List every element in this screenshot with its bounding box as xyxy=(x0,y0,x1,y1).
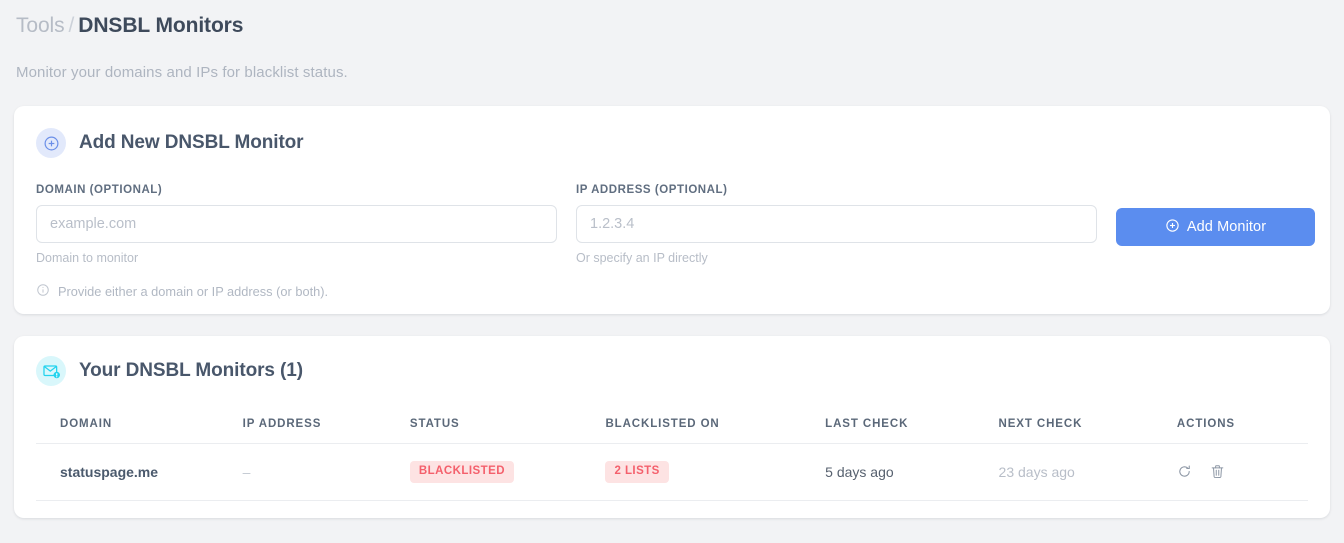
column-header-last-check: LAST CHECK xyxy=(825,418,999,444)
table-header-row: DOMAIN IP ADDRESS STATUS BLACKLISTED ON … xyxy=(36,418,1308,444)
page-subtitle: Monitor your domains and IPs for blackli… xyxy=(16,64,348,81)
breadcrumb: Tools / DNSBL Monitors xyxy=(16,12,1328,40)
status-badge: BLACKLISTED xyxy=(409,461,515,483)
breadcrumb-parent[interactable]: Tools xyxy=(16,14,65,37)
cell-domain: statuspage.me xyxy=(36,443,243,501)
add-monitor-button[interactable]: Add Monitor xyxy=(1116,208,1315,246)
add-monitor-title: Add New DNSBL Monitor xyxy=(79,132,304,153)
form-note: Provide either a domain or IP address (o… xyxy=(36,283,1308,300)
blacklisted-count-badge: 2 LISTS xyxy=(605,461,669,483)
add-monitor-button-wrap: Add Monitor xyxy=(1116,184,1315,246)
domain-input[interactable] xyxy=(36,205,557,243)
cell-blacklisted-on: 2 LISTS xyxy=(605,443,826,501)
page-title: DNSBL Monitors xyxy=(78,14,244,37)
info-circle-icon xyxy=(36,283,50,300)
add-monitor-button-label: Add Monitor xyxy=(1186,219,1267,235)
cell-status: BLACKLISTED xyxy=(409,443,606,501)
plus-circle-icon xyxy=(1165,218,1180,237)
add-monitor-card-header: Add New DNSBL Monitor xyxy=(36,128,1308,158)
monitors-table-head: DOMAIN IP ADDRESS STATUS BLACKLISTED ON … xyxy=(36,418,1308,444)
cell-ip-address: – xyxy=(242,443,410,501)
add-monitor-card: Add New DNSBL Monitor DOMAIN (OPTIONAL) … xyxy=(14,106,1330,314)
refresh-icon[interactable] xyxy=(1177,464,1192,479)
column-header-blacklisted-on: BLACKLISTED ON xyxy=(605,418,826,444)
domain-field-label: DOMAIN (OPTIONAL) xyxy=(36,184,163,196)
ip-field-label: IP ADDRESS (OPTIONAL) xyxy=(576,184,728,196)
mail-alert-icon xyxy=(36,356,66,386)
column-header-ip-address: IP ADDRESS xyxy=(242,418,410,444)
form-note-text: Provide either a domain or IP address (o… xyxy=(58,284,329,299)
table-row[interactable]: statuspage.me – BLACKLISTED 2 LISTS 5 da… xyxy=(36,443,1308,501)
add-monitor-form: DOMAIN (OPTIONAL) Domain to monitor IP A… xyxy=(36,184,1315,265)
column-header-next-check: NEXT CHECK xyxy=(998,418,1177,444)
monitors-table-body: statuspage.me – BLACKLISTED 2 LISTS 5 da… xyxy=(36,443,1308,501)
plus-circle-icon xyxy=(36,128,66,158)
column-header-domain: DOMAIN xyxy=(36,418,243,444)
ip-input[interactable] xyxy=(576,205,1097,243)
column-header-actions: ACTIONS xyxy=(1176,418,1308,444)
column-header-status: STATUS xyxy=(409,418,606,444)
domain-field-group: DOMAIN (OPTIONAL) Domain to monitor xyxy=(36,184,557,265)
breadcrumb-separator: / xyxy=(68,14,75,37)
monitors-list-header: Your DNSBL Monitors (1) xyxy=(36,356,1308,386)
cell-next-check: 23 days ago xyxy=(998,443,1177,501)
cell-actions xyxy=(1176,443,1308,501)
trash-icon[interactable] xyxy=(1210,464,1225,479)
monitors-list-title: Your DNSBL Monitors (1) xyxy=(79,360,303,381)
monitors-list-card: Your DNSBL Monitors (1) DOMAIN IP ADDRES… xyxy=(14,336,1330,518)
page-header: Tools / DNSBL Monitors Monitor your domain… xyxy=(0,0,1344,81)
domain-field-hint: Domain to monitor xyxy=(36,251,139,265)
ip-field-hint: Or specify an IP directly xyxy=(576,251,708,265)
monitors-table: DOMAIN IP ADDRESS STATUS BLACKLISTED ON … xyxy=(36,418,1308,501)
ip-field-group: IP ADDRESS (OPTIONAL) Or specify an IP d… xyxy=(576,184,1097,265)
cell-last-check: 5 days ago xyxy=(825,443,999,501)
